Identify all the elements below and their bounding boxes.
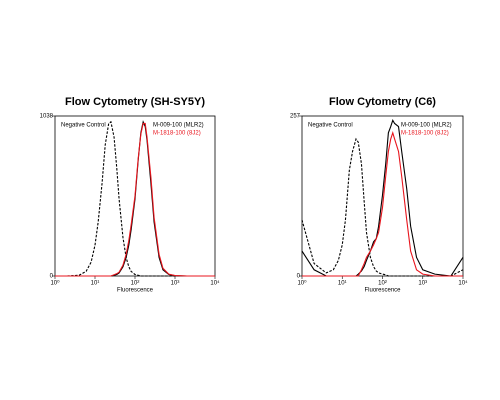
legend-label: Negative Control — [61, 123, 106, 129]
x-axis-label: Fluorescence — [364, 288, 401, 294]
histogram-line — [301, 119, 464, 277]
histogram-line — [55, 122, 215, 277]
histogram-line — [55, 120, 215, 277]
x-tick-label: 10⁴ — [458, 280, 468, 287]
x-tick-label: 10⁰ — [297, 280, 307, 287]
histogram-line — [301, 137, 464, 277]
x-tick-label: 10³ — [171, 281, 180, 287]
y-tick-label: 1038 — [40, 114, 54, 120]
legend-label: M-009-100 (MLR2) — [401, 123, 452, 129]
legend-label: M-009-100 (MLR2) — [153, 123, 204, 129]
y-tick-label: 0 — [297, 274, 301, 280]
x-tick-label: 10¹ — [91, 281, 100, 287]
x-tick-label: 10⁴ — [210, 280, 220, 287]
legend-label: M-1818-100 (8J2) — [401, 131, 449, 137]
x-axis-label: Fluorescence — [117, 288, 154, 294]
x-tick-label: 10² — [378, 281, 387, 287]
chart-title: Flow Cytometry (SH-SY5Y) — [65, 96, 205, 108]
legend-label: Negative Control — [308, 123, 353, 129]
x-tick-label: 10¹ — [338, 281, 347, 287]
x-tick-label: 10⁰ — [50, 280, 60, 287]
x-tick-label: 10² — [131, 281, 140, 287]
legend-label: M-1818-100 (8J2) — [153, 131, 201, 137]
chart-title: Flow Cytometry (C6) — [329, 96, 436, 108]
y-tick-label: 0 — [50, 274, 54, 280]
x-tick-label: 10³ — [418, 281, 427, 287]
y-tick-label: 257 — [290, 114, 301, 120]
histogram-line — [302, 130, 463, 277]
